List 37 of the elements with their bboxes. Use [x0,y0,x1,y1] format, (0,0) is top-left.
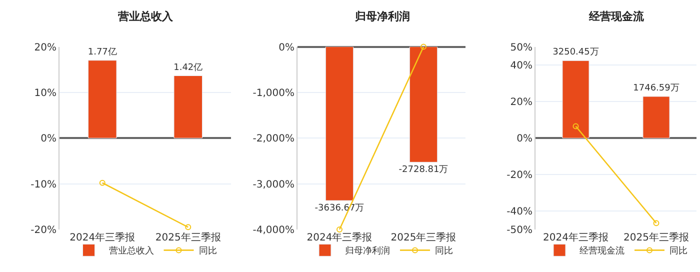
y-tick-label: 10% [34,88,56,99]
data-label: 1.42亿 [174,62,203,73]
y-tick-label: 50% [510,42,532,54]
y-tick-label: -20% [506,170,532,182]
y-tick-label: 20% [510,97,532,108]
legend-label: 同比 [670,246,688,257]
y-tick-label: 0% [516,134,532,145]
x-tick-label: 2025年三季报 [390,231,456,244]
y-tick-label: -2,000% [252,134,294,145]
legend-label: 同比 [435,246,453,257]
x-tick-label: 2025年三季报 [155,231,221,244]
y-tick-label: -3,000% [252,179,294,190]
x-tick-label: 2025年三季报 [624,231,689,244]
legend-label: 经营现金流 [580,246,624,257]
y-tick-label: 0% [278,42,294,54]
legend-label: 同比 [198,246,217,257]
y-tick-label: 40% [510,60,532,72]
data-label: -2728.81万 [398,165,448,176]
data-label: 1.77亿 [88,46,117,58]
chart-title: 营业总收入 [117,10,174,23]
chart-title: 经营现金流 [588,10,645,23]
x-tick-label: 2024年三季报 [70,231,136,244]
y-tick-label: -40% [506,206,532,218]
y-tick-label: -4,000% [252,224,294,236]
x-tick-label: 2024年三季报 [543,231,608,244]
y-tick-label: -10% [30,179,56,190]
chart-title: 归母净利润 [354,10,410,23]
data-label: 1746.59万 [633,83,680,94]
y-tick-label: -20% [30,224,56,236]
y-tick-label: -1,000% [252,88,294,99]
y-tick-label: 0% [40,134,56,145]
data-label: 3250.45万 [552,48,599,58]
x-tick-label: 2024年三季报 [306,231,372,244]
y-tick-label: -50% [506,224,532,236]
legend-label: 营业总收入 [108,246,154,257]
y-tick-label: 20% [34,42,56,54]
legend-label: 归母净利润 [345,246,390,257]
